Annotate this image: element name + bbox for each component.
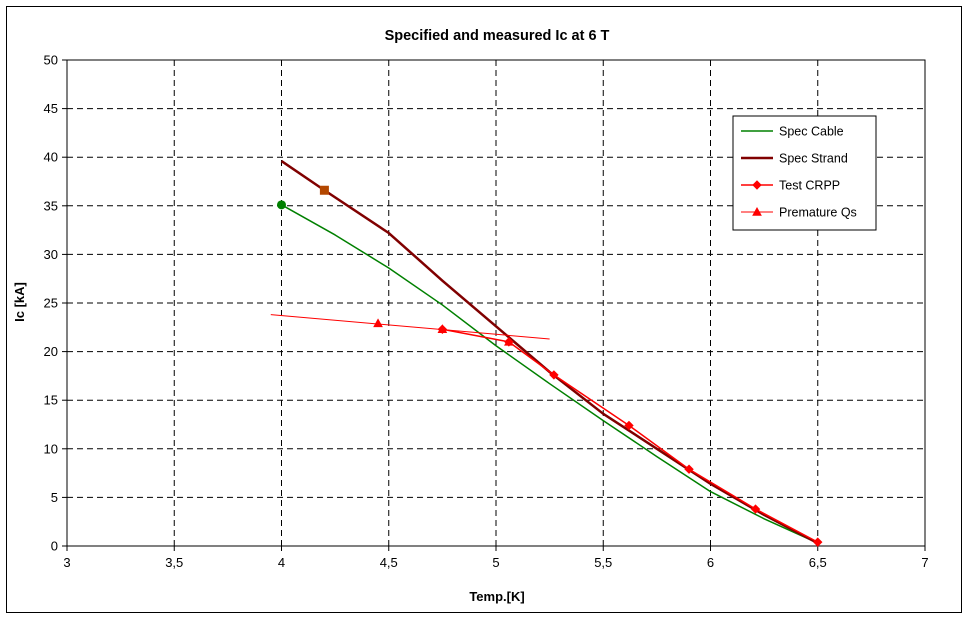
highlight-point bbox=[277, 200, 286, 210]
legend-label: Premature Qs bbox=[779, 206, 857, 220]
y-tick-label: 35 bbox=[44, 198, 58, 213]
series-trendline bbox=[270, 314, 550, 340]
data-point bbox=[813, 537, 823, 547]
legend-label: Test CRPP bbox=[779, 179, 840, 193]
legend: Spec Cable Spec Strand Test CRPP Premature … bbox=[732, 115, 877, 231]
x-tick-label: 4 bbox=[278, 555, 285, 570]
x-tick-label: 5 bbox=[492, 555, 499, 570]
x-axis-title: Temp.[K] bbox=[469, 589, 524, 604]
y-tick-label: 0 bbox=[51, 539, 58, 554]
legend-label: Spec Strand bbox=[779, 152, 848, 166]
highlight-point bbox=[319, 185, 329, 195]
x-tick-label: 3 bbox=[63, 555, 70, 570]
data-point bbox=[750, 504, 761, 514]
data-point bbox=[437, 324, 448, 333]
y-tick-label: 40 bbox=[44, 150, 58, 165]
chart-title: Specified and measured Ic at 6 T bbox=[385, 28, 610, 44]
series-line bbox=[281, 204, 819, 544]
y-tick-label: 20 bbox=[44, 344, 58, 359]
data-point bbox=[504, 336, 514, 346]
y-tick-label: 5 bbox=[51, 490, 58, 505]
y-tick-label: 10 bbox=[44, 441, 58, 456]
data-point bbox=[549, 370, 559, 380]
y-tick-label: 45 bbox=[44, 101, 58, 116]
x-tick-label: 6 bbox=[707, 555, 714, 570]
y-tick-label: 30 bbox=[44, 247, 58, 262]
legend-label: Spec Cable bbox=[779, 125, 844, 139]
y-axis-title: Ic [kA] bbox=[12, 282, 27, 322]
y-tick-label: 50 bbox=[44, 53, 58, 68]
data-point bbox=[684, 464, 694, 474]
x-tick-label: 4,5 bbox=[380, 555, 398, 570]
y-tick-label: 25 bbox=[44, 296, 58, 311]
x-tick-label: 3,5 bbox=[165, 555, 183, 570]
x-tick-label: 6,5 bbox=[809, 555, 827, 570]
data-point bbox=[373, 318, 383, 328]
x-tick-label: 7 bbox=[921, 555, 928, 570]
data-point bbox=[624, 420, 634, 431]
y-tick-label: 15 bbox=[44, 393, 58, 408]
legend-marker bbox=[752, 180, 762, 190]
x-tick-label: 5,5 bbox=[594, 555, 612, 570]
legend-marker bbox=[752, 206, 762, 216]
